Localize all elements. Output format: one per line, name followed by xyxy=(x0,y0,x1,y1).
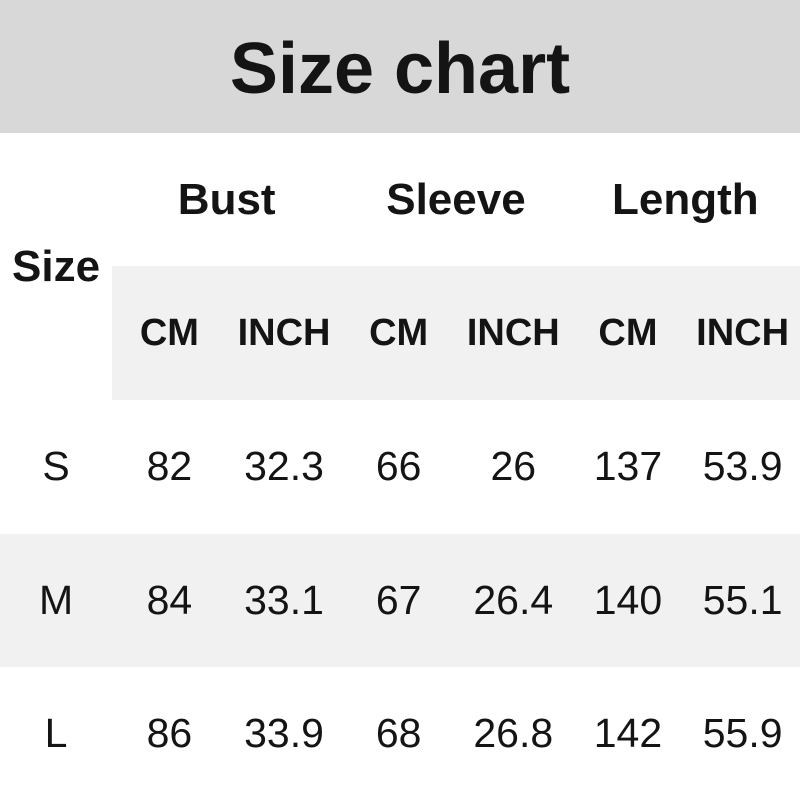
cell-length-inch: 55.1 xyxy=(685,533,800,667)
group-header-bust: Bust xyxy=(112,133,342,267)
table-row-m: M 84 33.1 67 26.4 140 55.1 xyxy=(0,533,800,667)
cell-sleeve-inch: 26 xyxy=(490,443,537,490)
unit-header-bust-inch: INCH xyxy=(226,266,342,401)
size-column-header: Size xyxy=(0,133,113,401)
table-row-s: S 82 32.3 66 26 137 53.9 xyxy=(0,400,800,533)
unit-header-row: CM INCH CM INCH CM INCH xyxy=(0,266,800,401)
cell-length-cm: 137 xyxy=(593,443,663,490)
size-chart-table: Size Bust Sleeve Length CM INCH CM INCH … xyxy=(0,133,800,800)
unit-header-sleeve-cm: CM xyxy=(341,266,456,401)
cell-length-inch: 53.9 xyxy=(702,443,783,490)
cell-length-cm: 140 xyxy=(570,533,686,667)
cell-sleeve-inch: 26.4 xyxy=(455,533,571,667)
cell-bust-cm: 84 xyxy=(112,533,227,667)
table-row-l: L 86 33.9 68 26.8 142 55.9 xyxy=(0,667,800,800)
cell-sleeve-cm: 68 xyxy=(375,709,422,756)
cell-sleeve-inch: 26.8 xyxy=(473,709,554,756)
cell-bust-inch: 33.9 xyxy=(244,709,324,756)
page-title: Size chart xyxy=(229,28,571,109)
unit-header-sleeve-inch: INCH xyxy=(455,266,571,401)
group-header-sleeve: Sleeve xyxy=(341,133,571,267)
cell-length-cm: 142 xyxy=(593,709,663,756)
row-label: M xyxy=(0,533,113,667)
cell-sleeve-cm: 67 xyxy=(341,533,456,667)
unit-header-length-cm: CM xyxy=(570,266,686,401)
unit-header-length-inch: INCH xyxy=(685,266,800,401)
cell-bust-cm: 86 xyxy=(146,709,193,756)
group-header-row: Size Bust Sleeve Length xyxy=(0,133,800,401)
cell-bust-cm: 82 xyxy=(146,443,193,490)
row-label: L xyxy=(44,709,68,756)
title-bar: Size chart xyxy=(0,0,800,133)
cell-length-inch: 55.9 xyxy=(702,709,783,756)
group-header-length: Length xyxy=(570,133,800,267)
row-label: S xyxy=(42,443,70,490)
cell-sleeve-cm: 66 xyxy=(375,443,422,490)
cell-bust-inch: 32.3 xyxy=(244,443,324,490)
unit-header-bust-cm: CM xyxy=(112,266,227,401)
cell-bust-inch: 33.1 xyxy=(226,533,342,667)
